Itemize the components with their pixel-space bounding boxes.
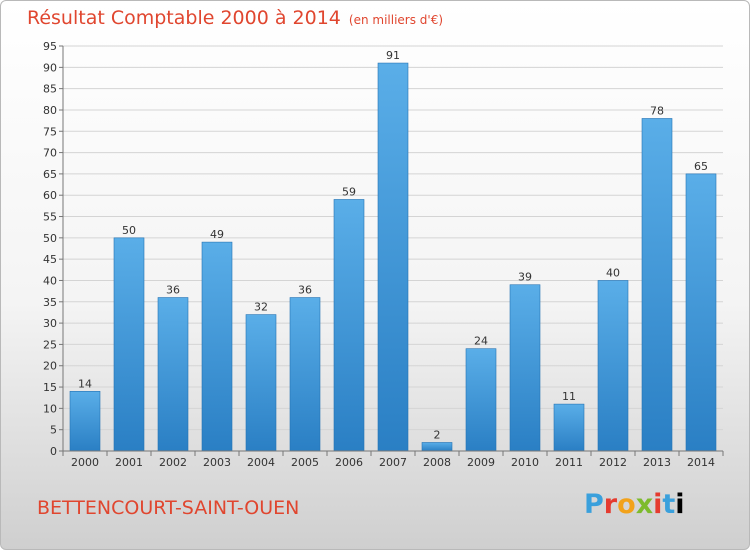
y-tick-label: 30 — [43, 317, 57, 330]
x-tick-label: 2014 — [687, 456, 715, 469]
data-label: 32 — [254, 301, 268, 314]
y-tick-label: 35 — [43, 296, 57, 309]
chart-title: Résultat Comptable 2000 à 2014 (en millie… — [27, 7, 443, 29]
y-tick-label: 25 — [43, 338, 57, 351]
bar — [113, 237, 145, 452]
bar — [553, 403, 585, 452]
data-label: 39 — [518, 271, 532, 284]
y-tick-label: 45 — [43, 253, 57, 266]
data-label: 78 — [650, 104, 664, 117]
data-label: 59 — [342, 185, 356, 198]
proxiti-logo: Proxiti — [584, 489, 685, 520]
bar — [289, 297, 321, 452]
y-tick-label: 15 — [43, 381, 57, 394]
data-label: 2 — [434, 428, 441, 441]
axes: 0 5 10 15 20 25 30 35 40 45 50 55 60 65 70 75 80 85 90 95 20… — [43, 40, 724, 469]
bar — [509, 284, 541, 452]
data-label: 65 — [694, 160, 708, 173]
logo-letter: P — [584, 489, 604, 520]
logo-letter: o — [617, 489, 636, 520]
logo-letter: x — [635, 489, 654, 520]
x-tick-label: 2001 — [115, 456, 143, 469]
bar — [597, 280, 629, 452]
bars: 14 50 36 49 32 36 59 91 2 24 39 11 40 78 65 — [69, 49, 717, 452]
data-label: 36 — [166, 284, 180, 297]
data-label: 50 — [122, 224, 136, 237]
bar — [333, 199, 365, 452]
data-label: 24 — [474, 335, 488, 348]
chart-title-text: Résultat Comptable 2000 à 2014 — [27, 7, 341, 29]
y-tick-label: 60 — [43, 189, 57, 202]
bar — [69, 391, 101, 452]
data-label: 11 — [562, 390, 576, 403]
x-tick-label: 2000 — [71, 456, 99, 469]
bar — [245, 314, 277, 452]
x-tick-label: 2006 — [335, 456, 363, 469]
data-label: 49 — [210, 228, 224, 241]
x-tick-label: 2008 — [423, 456, 451, 469]
x-tick-label: 2007 — [379, 456, 407, 469]
x-tick-label: 2011 — [555, 456, 583, 469]
y-tick-label: 85 — [43, 83, 57, 96]
x-tick-label: 2010 — [511, 456, 539, 469]
y-tick-label: 20 — [43, 360, 57, 373]
x-tick-label: 2004 — [247, 456, 275, 469]
data-label: 14 — [78, 377, 92, 390]
x-tick-label: 2003 — [203, 456, 231, 469]
y-tick-label: 0 — [50, 445, 57, 458]
logo-letter: i — [675, 489, 685, 520]
bar — [421, 442, 453, 452]
y-tick-label: 75 — [43, 125, 57, 138]
y-tick-label: 95 — [43, 40, 57, 53]
logo-letter: t — [662, 489, 676, 520]
x-tick-label: 2013 — [643, 456, 671, 469]
y-tick-label: 55 — [43, 211, 57, 224]
data-label: 40 — [606, 266, 620, 279]
x-tick-label: 2009 — [467, 456, 495, 469]
y-tick-label: 90 — [43, 61, 57, 74]
chart-subtitle: (en milliers d'€) — [348, 13, 444, 27]
x-tick-label: 2002 — [159, 456, 187, 469]
y-tick-label: 65 — [43, 168, 57, 181]
y-tick-label: 50 — [43, 232, 57, 245]
bar — [465, 348, 497, 452]
bar — [157, 297, 189, 452]
x-tick-label: 2012 — [599, 456, 627, 469]
y-tick-label: 40 — [43, 274, 57, 287]
logo-letter: r — [603, 489, 618, 520]
bar — [685, 173, 717, 452]
data-label: 91 — [386, 49, 400, 62]
commune-name: BETTENCOURT-SAINT-OUEN — [37, 497, 300, 519]
y-tick-label: 10 — [43, 402, 57, 415]
y-tick-label: 80 — [43, 104, 57, 117]
logo-letter: i — [653, 489, 663, 520]
bar — [377, 62, 409, 452]
bar — [201, 241, 233, 452]
bar — [641, 118, 673, 452]
x-tick-label: 2005 — [291, 456, 319, 469]
y-tick-label: 70 — [43, 147, 57, 160]
y-tick-label: 5 — [50, 424, 57, 437]
data-label: 36 — [298, 284, 312, 297]
